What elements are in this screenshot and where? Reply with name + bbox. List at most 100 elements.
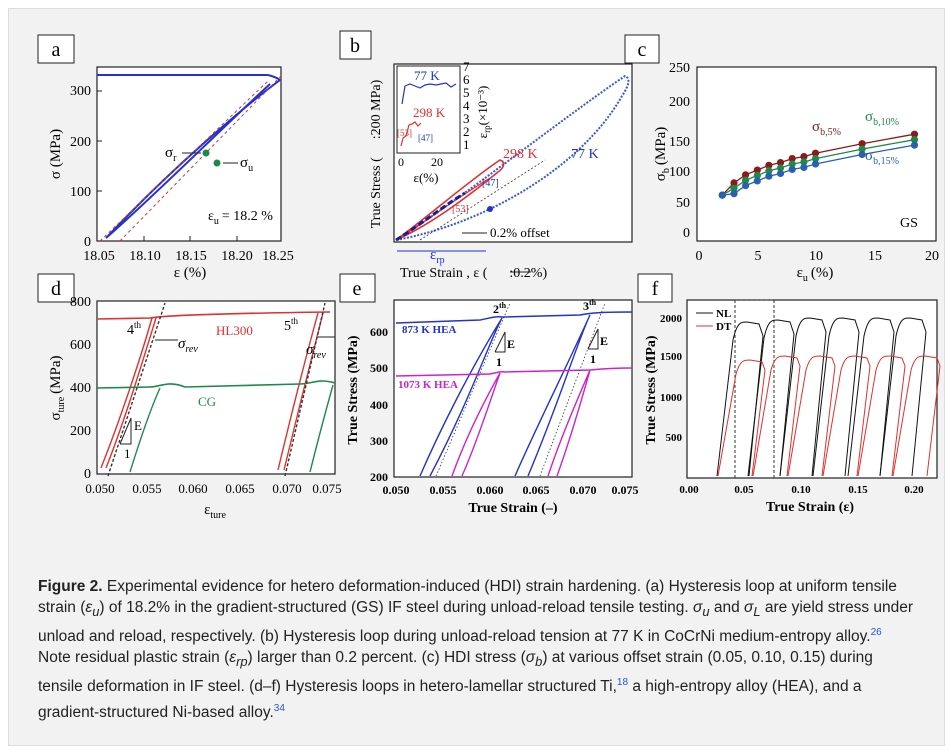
dt-loop <box>752 355 801 477</box>
dt-loop <box>857 355 906 477</box>
figure-graphics: a 0 100 200 300 18.05 18.10 18.15 18.20 … <box>37 30 941 521</box>
y-tick-label: 300 <box>370 434 388 448</box>
series-point <box>765 167 773 175</box>
nl-loop <box>847 317 895 477</box>
y-axis-label: True Stress (MPa) <box>644 335 659 444</box>
x-tick-label: 0.10 <box>791 484 811 496</box>
eps-rp-label: εrp <box>430 247 445 266</box>
y-tick-label: 500 <box>370 361 388 375</box>
caption-text: and <box>709 599 745 616</box>
inset-y-tick: 7 <box>463 59 470 74</box>
cg-loop <box>129 387 161 473</box>
sigma-r-point <box>202 149 210 157</box>
y-tick-label: 200 <box>370 470 388 484</box>
one-label: 1 <box>124 446 131 461</box>
y-tick-label: 800 <box>70 295 91 310</box>
hea873-curve <box>395 311 633 324</box>
x-axis-label: True Strain , ε (:0.2%) <box>400 266 547 281</box>
citation-link[interactable]: 18 <box>616 677 629 689</box>
fourth-label: 4th <box>127 320 142 338</box>
symbol: ε <box>229 649 237 667</box>
series-label-10: σb,10% <box>865 109 899 128</box>
x-tick-label: 0.075 <box>612 483 639 497</box>
symbol: σ <box>525 649 536 667</box>
inset-298k-label: 298 K <box>413 105 446 120</box>
x-tick-label: 10 <box>809 249 823 264</box>
inset-y-tick: 2 <box>463 124 470 139</box>
cg-loop <box>309 384 334 473</box>
modulus-line <box>107 302 166 477</box>
series-point <box>730 190 738 198</box>
series-point <box>858 150 866 159</box>
hl300-label: HL300 <box>216 323 253 338</box>
x-tick-label: 0.050 <box>85 481 114 496</box>
legend-dt: DT <box>716 321 732 333</box>
hea873-loop <box>419 317 503 477</box>
y-tick-label: 2000 <box>660 313 683 325</box>
x-tick-label: 18.10 <box>129 249 161 264</box>
caption-text: are yield stress under unload and reload… <box>38 599 914 646</box>
loops-group <box>716 317 941 477</box>
series-point <box>753 171 761 180</box>
series-point <box>742 182 750 190</box>
inset-x-tick: 20 <box>431 155 443 169</box>
panel-letter-box <box>37 34 75 64</box>
citation-link[interactable]: 34 <box>273 702 285 714</box>
series-point <box>788 160 796 168</box>
unload-curve <box>105 79 281 239</box>
panel-letter: a <box>52 39 61 61</box>
panel-letter: e <box>353 278 362 300</box>
y-axis-label: σture(MPa) <box>48 356 67 421</box>
symbol-sub: u <box>702 604 710 620</box>
x-axis-label: True Strain (–) <box>468 501 558 516</box>
panel-letter-box <box>339 273 376 303</box>
y-tick-label: 200 <box>70 135 91 150</box>
series-point <box>910 141 919 149</box>
cg-curve <box>96 380 336 389</box>
x-tick-label: 0.20 <box>904 484 924 496</box>
symbol-sub: L <box>753 604 761 620</box>
nl-loop <box>879 317 927 477</box>
loop-298k <box>395 159 505 241</box>
x-axis-label: εture <box>204 502 226 521</box>
inset-x-label: ε(%) <box>414 170 439 185</box>
series-point <box>742 176 750 184</box>
reference-line <box>119 75 282 242</box>
x-tick-label: 0.050 <box>383 483 410 497</box>
label-77k: 77 K <box>571 147 599 162</box>
x-tick-label: 0 <box>696 249 703 264</box>
inset-x-tick: 0 <box>398 155 404 169</box>
series-point <box>858 140 866 148</box>
inset-y-tick: 4 <box>463 98 470 113</box>
hea1073-label: 1073 K HEA <box>398 379 458 391</box>
y-tick-label: 200 <box>669 95 690 110</box>
series-point <box>753 166 761 174</box>
axes-frame <box>393 299 633 478</box>
dt-loop <box>822 355 871 477</box>
y-tick-label: 1500 <box>660 351 683 363</box>
y-axis-label: True Stress (:200 MPa) <box>369 79 384 228</box>
panel-letter-box <box>37 273 75 303</box>
y-tick-label: 400 <box>370 398 388 412</box>
panel-d: d 0 200 400 600 800 0.050 0.055 0.060 0.… <box>37 273 342 521</box>
one-label: 1 <box>590 352 596 366</box>
hea873-label: 873 K HEA <box>402 324 456 336</box>
sigma-r-label: σr <box>165 145 177 164</box>
x-tick-label: 18.15 <box>175 249 207 264</box>
nl-loop <box>747 319 795 477</box>
series-point <box>811 155 820 163</box>
inset-ref-53: [53] <box>397 128 412 138</box>
citation-link[interactable]: 26 <box>870 627 882 639</box>
inset-y-tick: 6 <box>463 72 470 87</box>
sigma-u-point <box>213 159 221 167</box>
caption-text: a high-entropy alloy (HEA), and a gradie… <box>38 678 862 721</box>
hl300-loop-5th <box>277 312 319 471</box>
series-point <box>776 164 785 172</box>
x-tick-label: 0.065 <box>225 481 254 496</box>
caption-text: ) of 18.2% in the gradient-structured (G… <box>99 599 693 616</box>
y-tick-label: 1000 <box>660 392 683 404</box>
y-tick-label: 300 <box>70 84 91 99</box>
panel-letter: d <box>51 278 61 300</box>
series-point <box>800 153 808 161</box>
series-point <box>910 136 919 144</box>
